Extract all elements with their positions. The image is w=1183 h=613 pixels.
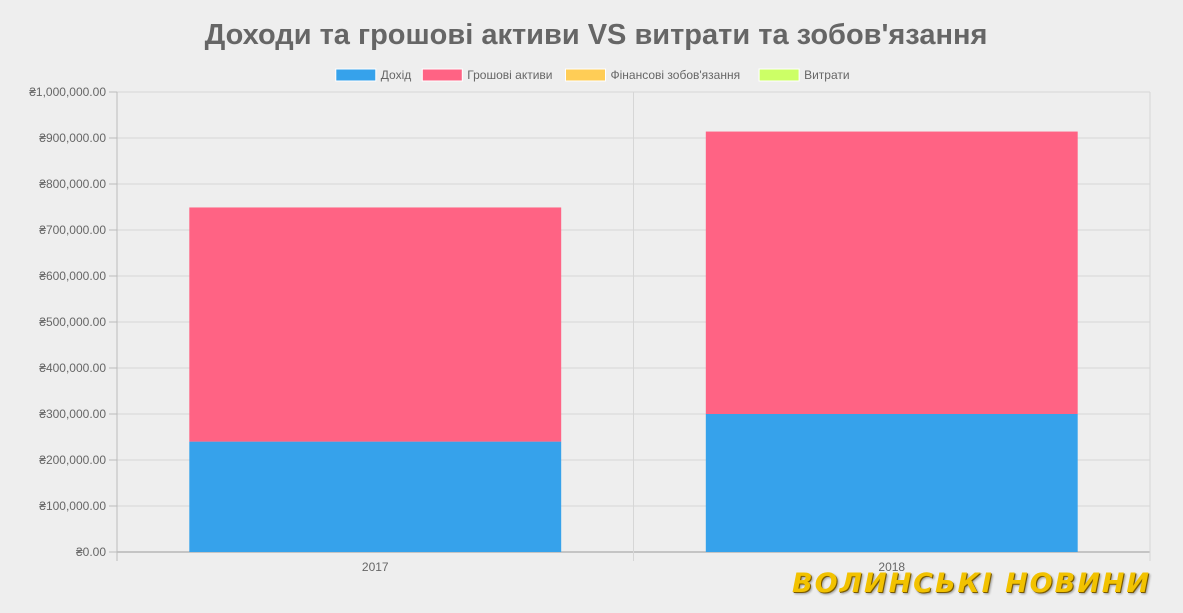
y-tick-label: ₴800,000.00	[39, 177, 106, 191]
y-tick-label: ₴900,000.00	[39, 131, 106, 145]
bar-segment[interactable]	[189, 441, 562, 552]
legend-swatch	[758, 68, 800, 82]
x-axis: 2017 2018	[362, 560, 906, 574]
y-tick-label: ₴200,000.00	[39, 453, 106, 467]
chart-legend: Дохід Грошові активи Фінансові зобов'язанн…	[335, 68, 850, 82]
legend-swatch	[565, 68, 606, 82]
legend-label: Витрати	[804, 68, 850, 82]
y-axis: ₴0.00 ₴100,000.00 ₴200,000.00 ₴300,000.00 ₴4…	[29, 85, 118, 561]
chart-bars	[189, 131, 1078, 552]
y-tick-label: ₴100,000.00	[39, 499, 106, 513]
x-tick-label: 2017	[362, 560, 389, 574]
legend-label: Дохід	[381, 68, 411, 82]
y-tick-label: ₴700,000.00	[39, 223, 106, 237]
bar-segment[interactable]	[189, 207, 562, 442]
legend-label: Фінансові зобов'язання	[611, 68, 741, 82]
legend-item[interactable]: Дохід	[335, 68, 411, 82]
y-tick-label: ₴300,000.00	[39, 407, 106, 421]
legend-item[interactable]: Грошові активи	[421, 68, 552, 82]
legend-item[interactable]: Витрати	[758, 68, 850, 82]
legend-swatch	[421, 68, 463, 82]
legend-item[interactable]: Фінансові зобов'язання	[565, 68, 741, 82]
x-tick-label: 2018	[878, 560, 905, 574]
bar-segment[interactable]	[705, 414, 1078, 552]
chart-title: Доходи та грошові активи VS витрати та з…	[205, 19, 988, 51]
legend-label: Грошові активи	[467, 68, 552, 82]
y-tick-label: ₴0.00	[76, 545, 106, 559]
y-tick-label: ₴600,000.00	[39, 269, 106, 283]
y-tick-label: ₴1,000,000.00	[29, 85, 106, 99]
y-tick-label: ₴400,000.00	[39, 361, 106, 375]
y-tick-label: ₴500,000.00	[39, 315, 106, 329]
watermark-logo: ВОЛИНСЬКІ НОВИНИ	[792, 568, 1151, 599]
bar-segment[interactable]	[705, 131, 1078, 414]
legend-swatch	[335, 68, 377, 82]
